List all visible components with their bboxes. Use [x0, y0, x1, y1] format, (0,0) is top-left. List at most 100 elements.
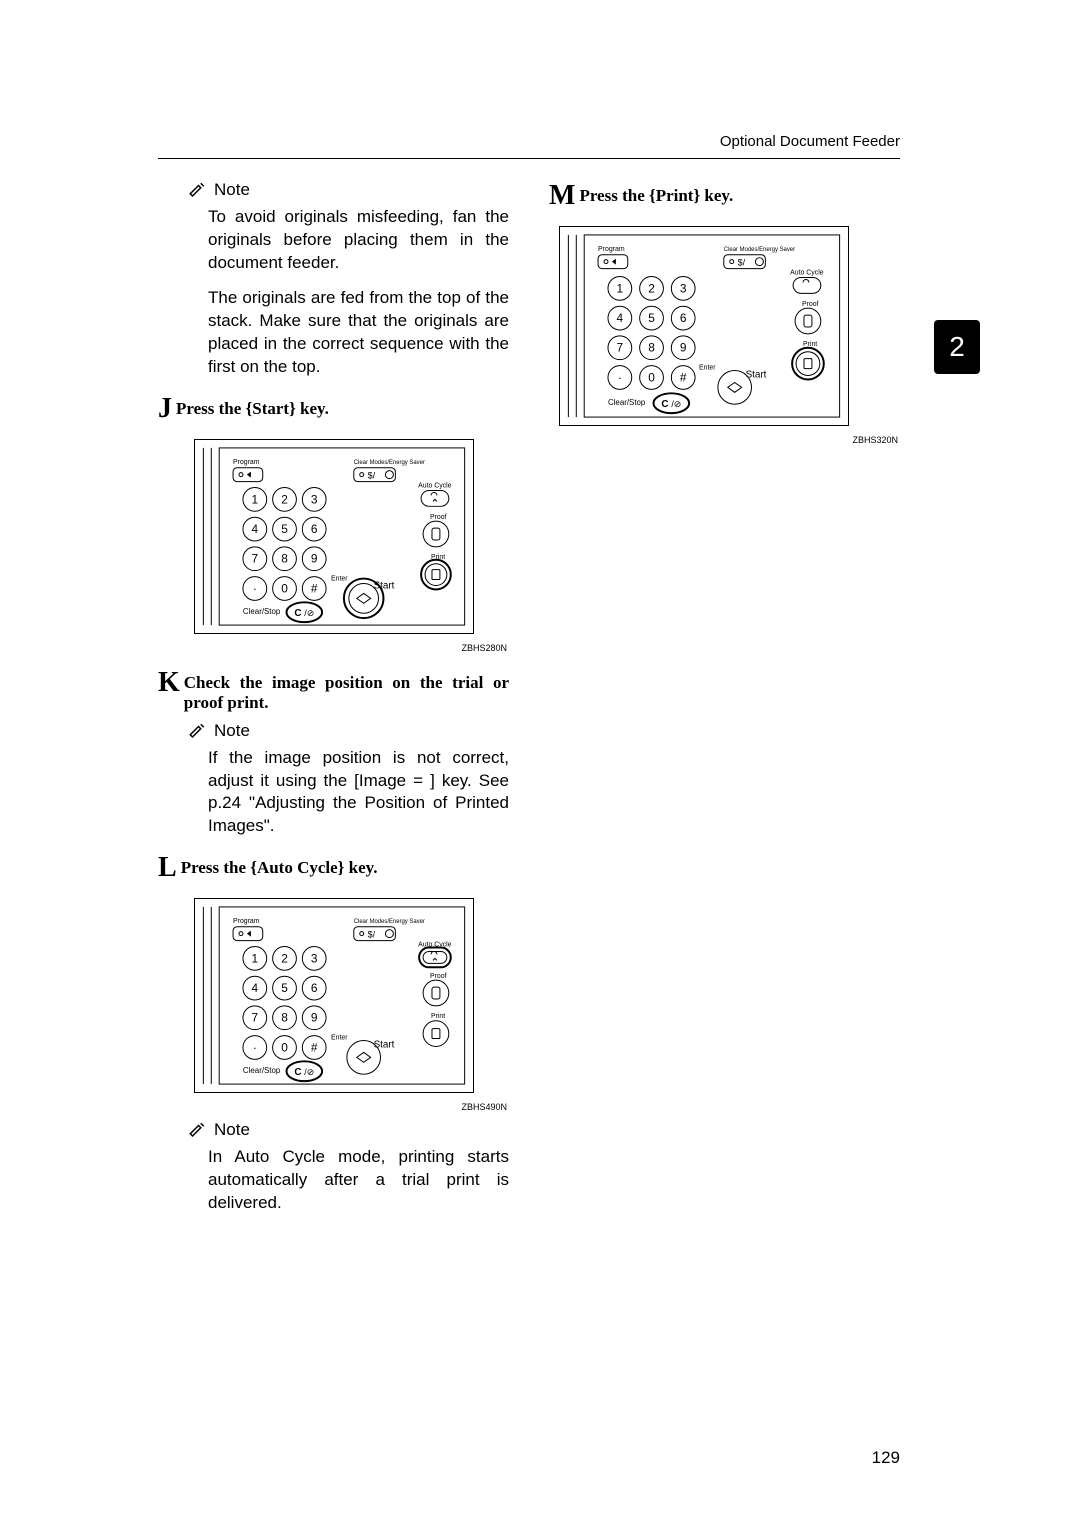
svg-text:3: 3: [680, 281, 687, 295]
svg-text:2: 2: [281, 952, 288, 966]
svg-text:C: C: [294, 1067, 301, 1078]
svg-text:Clear Modes/Energy Saver: Clear Modes/Energy Saver: [354, 919, 425, 925]
svg-text:9: 9: [311, 1011, 318, 1025]
svg-text:8: 8: [281, 551, 288, 565]
svg-text:5: 5: [648, 311, 655, 325]
note-paragraph: The originals are fed from the top of th…: [208, 287, 509, 379]
step-text: Press the: [176, 399, 246, 418]
step-j: J Press the {Start} key.: [158, 393, 509, 425]
svg-text:Print: Print: [431, 1013, 445, 1020]
note-header: Note: [188, 180, 509, 200]
right-column: M Press the {Print} key. Program Clear M…: [549, 180, 900, 1227]
svg-text:8: 8: [648, 341, 655, 355]
note-paragraph: In Auto Cycle mode, printing starts auto…: [208, 1146, 509, 1215]
svg-text:C: C: [294, 608, 301, 619]
svg-text:7: 7: [617, 341, 624, 355]
note-header: Note: [188, 721, 509, 741]
svg-text:0: 0: [281, 581, 288, 595]
step-letter: L: [158, 852, 177, 884]
svg-text:Program: Program: [233, 458, 260, 465]
control-panel-diagram: Program Clear Modes/Energy Saver $/ 1 2 …: [194, 898, 474, 1093]
figure-code: ZBHS280N: [194, 643, 507, 653]
svg-text:$/: $/: [368, 470, 376, 480]
panel-l: Program Clear Modes/Energy Saver $/ 1 2 …: [194, 898, 509, 1112]
note-title: Note: [214, 721, 250, 741]
svg-text:Print: Print: [803, 341, 817, 348]
svg-text:3: 3: [311, 492, 318, 506]
svg-text:6: 6: [311, 981, 318, 995]
note-header: Note: [188, 1120, 509, 1140]
step-m: M Press the {Print} key.: [549, 180, 900, 212]
svg-text:6: 6: [311, 522, 318, 536]
svg-text:7: 7: [252, 1011, 259, 1025]
svg-text:Clear Modes/Energy Saver: Clear Modes/Energy Saver: [724, 247, 795, 253]
svg-text:#: #: [680, 370, 687, 384]
step-text: Check the image position on the trial or…: [184, 667, 509, 713]
header-rule: [158, 158, 900, 159]
figure-code: ZBHS490N: [194, 1102, 507, 1112]
panel-m: Program Clear Modes/Energy Saver $/ 1 2 …: [559, 226, 900, 445]
step-l: L Press the {Auto Cycle} key.: [158, 852, 509, 884]
svg-text:6: 6: [680, 311, 687, 325]
svg-text:0: 0: [648, 370, 655, 384]
svg-text:4: 4: [252, 981, 259, 995]
svg-text:Auto Cycle: Auto Cycle: [418, 482, 452, 489]
svg-text:Program: Program: [233, 918, 260, 925]
step-text: key.: [344, 858, 377, 877]
svg-text:8: 8: [281, 1011, 288, 1025]
svg-text:Proof: Proof: [430, 973, 447, 980]
svg-text:2: 2: [648, 281, 655, 295]
svg-text:4: 4: [617, 311, 624, 325]
step-text: key.: [700, 186, 733, 205]
step-text: key.: [296, 399, 329, 418]
step-text: Press the: [579, 186, 649, 205]
svg-text:$/: $/: [738, 258, 746, 268]
svg-text:/⊘: /⊘: [304, 1067, 314, 1077]
svg-text:1: 1: [252, 492, 259, 506]
svg-text:9: 9: [311, 551, 318, 565]
svg-text:9: 9: [680, 341, 687, 355]
svg-text:$/: $/: [368, 930, 376, 940]
svg-text:/⊘: /⊘: [671, 399, 681, 409]
svg-text:Start: Start: [374, 1040, 395, 1051]
note-title: Note: [214, 1120, 250, 1140]
step-k: K Check the image position on the trial …: [158, 667, 509, 713]
svg-text:Clear Modes/Energy Saver: Clear Modes/Energy Saver: [354, 459, 425, 465]
svg-text:2: 2: [281, 492, 288, 506]
svg-text:0: 0: [281, 1041, 288, 1055]
step-letter: J: [158, 393, 172, 425]
svg-text:Start: Start: [374, 580, 395, 591]
pencil-icon: [188, 1121, 206, 1139]
svg-text:·: ·: [253, 581, 257, 595]
step-key: {Print}: [649, 186, 700, 205]
step-letter: K: [158, 667, 180, 699]
svg-text:·: ·: [618, 370, 622, 384]
svg-text:#: #: [311, 581, 318, 595]
svg-text:1: 1: [617, 281, 624, 295]
svg-text:5: 5: [281, 522, 288, 536]
pencil-icon: [188, 722, 206, 740]
step-key: {Auto Cycle}: [250, 858, 344, 877]
svg-text:Enter: Enter: [699, 365, 716, 372]
svg-text:Clear/Stop: Clear/Stop: [243, 1067, 281, 1076]
step-letter: M: [549, 180, 575, 212]
left-column: Note To avoid originals misfeeding, fan …: [158, 180, 509, 1227]
svg-text:4: 4: [252, 522, 259, 536]
control-panel-diagram: Program Clear Modes/Energy Saver $/ 1 2 …: [559, 226, 849, 426]
svg-text:·: ·: [253, 1041, 257, 1055]
svg-text:Enter: Enter: [331, 1035, 348, 1042]
note-paragraph: To avoid originals misfeeding, fan the o…: [208, 206, 509, 275]
svg-text:5: 5: [281, 981, 288, 995]
svg-text:Proof: Proof: [430, 514, 447, 521]
note-title: Note: [214, 180, 250, 200]
figure-code: ZBHS320N: [559, 435, 898, 445]
step-key: {Start}: [246, 399, 296, 418]
header-section-title: Optional Document Feeder: [720, 133, 900, 150]
svg-text:Clear/Stop: Clear/Stop: [243, 607, 281, 616]
pencil-icon: [188, 181, 206, 199]
content-columns: Note To avoid originals misfeeding, fan …: [158, 180, 900, 1227]
chapter-tab: 2: [934, 320, 980, 374]
svg-text:C: C: [661, 399, 668, 410]
panel-j: Program Clear Modes/Energy Saver $/ 1 2 …: [194, 439, 509, 653]
svg-text:Clear/Stop: Clear/Stop: [608, 398, 646, 407]
